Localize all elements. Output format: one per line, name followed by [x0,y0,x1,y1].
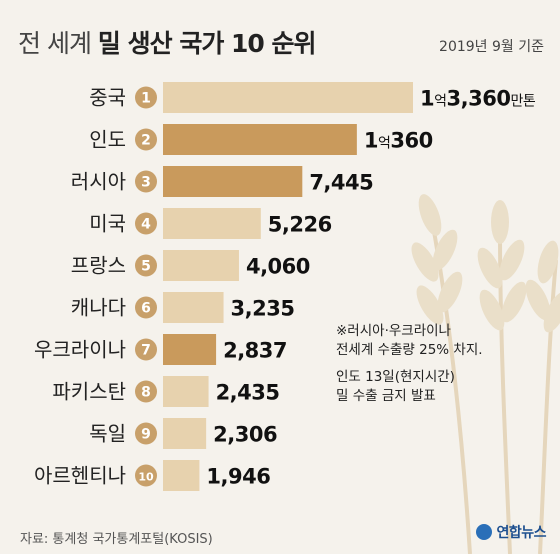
note-line-4: 밀 수출 금지 발표 [336,388,436,404]
category-label: 프랑스 [71,254,126,278]
bar [163,82,413,113]
logo-text: 연합뉴스 [496,525,546,541]
title-light: 전 세계 [18,29,92,58]
bar [163,250,239,281]
value-label: 1,946 [206,465,270,489]
bar [163,166,303,197]
rank-number: 6 [141,301,151,317]
note-line-1: ※러시아·우크라이나 [336,323,451,339]
rank-badge [135,128,157,151]
note-export-share: ※러시아·우크라이나 전세계 수출량 25% 차지. [336,322,483,360]
source-text: 자료: 통계청 국가통계포털(KOSIS) [20,532,213,547]
note-line-2: 전세계 수출량 25% 차지. [336,342,483,358]
rank-number: 8 [141,385,151,401]
rank-number: 3 [141,175,151,191]
rank-number: 1 [141,91,151,107]
value-label: 1억360 [364,129,433,153]
rank-number: 5 [141,259,151,275]
rank-badge [135,422,157,445]
rank-number: 4 [141,217,151,233]
category-label: 캐나다 [71,296,126,320]
category-label: 파키스탄 [52,380,126,404]
category-label: 인도 [89,128,126,152]
rank-badge [135,212,157,235]
rank-number: 7 [141,343,151,359]
logo-icon [476,524,493,540]
bar [163,418,207,449]
value-label: 4,060 [246,255,310,279]
title-bold: 밀 생산 국가 10 순위 [97,29,317,58]
value-label: 3,235 [231,297,295,321]
rank-badge [135,170,157,193]
category-label: 중국 [89,86,126,110]
value-label: 1억3,360만톤 [420,87,536,111]
value-label: 7,445 [309,171,373,195]
value-label: 2,306 [213,423,277,447]
rank-badge [135,254,157,277]
bar [163,292,224,323]
chart-title: 전 세계 밀 생산 국가 10 순위 [18,24,317,60]
bar [163,334,217,365]
rank-number: 2 [141,133,151,149]
rank-number: 9 [141,427,151,443]
bar [163,208,261,239]
bar [163,460,200,491]
rank-badge [135,380,157,403]
bar [163,124,357,155]
rank-badge [135,86,157,109]
bar [163,376,209,407]
category-label: 미국 [89,212,126,236]
rank-badge [135,464,157,487]
value-label: 2,837 [223,339,287,363]
yonhap-logo: 연합뉴스 [476,522,546,542]
value-label: 2,435 [216,381,280,405]
note-india-ban: 인도 13일(현지시간) 밀 수출 금지 발표 [336,368,455,406]
note-line-3: 인도 13일(현지시간) [336,369,455,385]
rank-number: 10 [138,471,154,484]
rank-badge [135,296,157,319]
date-basis: 2019년 9월 기준 [439,39,544,55]
category-label: 러시아 [71,170,126,194]
category-label: 우크라이나 [34,338,126,362]
rank-badge [135,338,157,361]
value-label: 5,226 [268,213,332,237]
category-label: 아르헨티나 [34,464,126,488]
category-label: 독일 [89,422,126,446]
